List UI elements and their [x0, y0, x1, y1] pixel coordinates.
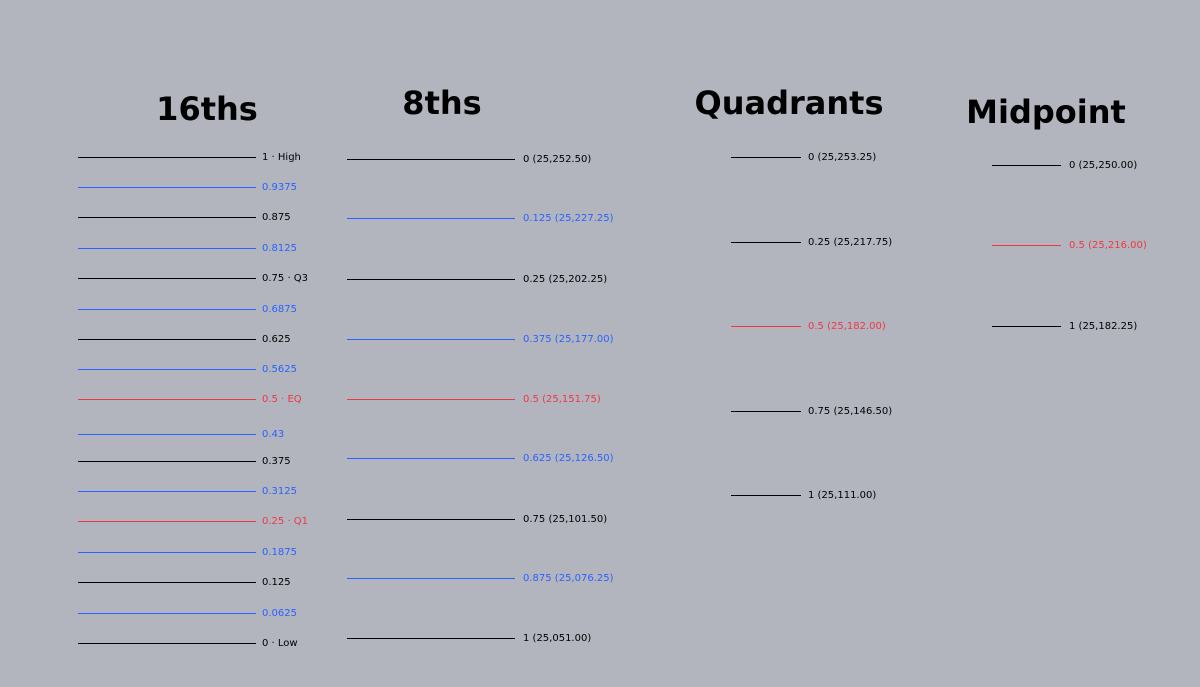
level-label: 0.1875: [262, 547, 297, 558]
level-label: 0.5 (25,151.75): [523, 394, 601, 405]
level-label: 0.75 (25,101.50): [523, 514, 608, 525]
title-8ths: 8ths: [402, 84, 482, 122]
level-label: 0.375 (25,177.00): [523, 334, 614, 345]
level-line: [78, 643, 256, 644]
level-label: 0.5625: [262, 364, 297, 375]
level-label: 0.75 · Q3: [262, 273, 309, 284]
level-label: 0 · Low: [262, 638, 298, 649]
level-label: 0.875: [262, 212, 291, 223]
level-line: [78, 434, 256, 435]
level-label: 0.5 · EQ: [262, 394, 302, 405]
level-line: [347, 458, 515, 459]
level-line: [78, 369, 256, 370]
level-line: [992, 165, 1061, 166]
level-line: [78, 339, 256, 340]
level-label: 0.625: [262, 334, 291, 345]
title-midpoint: Midpoint: [966, 93, 1126, 131]
level-line: [78, 278, 256, 279]
level-line: [78, 157, 256, 158]
level-line: [78, 491, 256, 492]
level-label: 0.25 (25,217.75): [808, 237, 893, 248]
level-label: 0.625 (25,126.50): [523, 453, 614, 464]
level-line: [992, 326, 1061, 327]
level-label: 0.25 (25,202.25): [523, 274, 608, 285]
level-line: [78, 552, 256, 553]
level-line: [78, 309, 256, 310]
level-label: 0.5 (25,182.00): [808, 321, 886, 332]
level-line: [731, 495, 801, 496]
level-label: 0.5 (25,216.00): [1069, 240, 1147, 251]
level-line: [731, 242, 801, 243]
level-line: [347, 399, 515, 400]
level-line: [347, 339, 515, 340]
level-line: [78, 399, 256, 400]
level-label: 0.125: [262, 577, 291, 588]
title-quadrants: Quadrants: [694, 84, 884, 122]
level-line: [347, 519, 515, 520]
level-line: [731, 157, 801, 158]
level-line: [78, 461, 256, 462]
level-label: 0.75 (25,146.50): [808, 406, 893, 417]
level-label: 0 (25,250.00): [1069, 160, 1138, 171]
level-label: 0.6875: [262, 304, 297, 315]
level-line: [347, 578, 515, 579]
level-label: 0.43: [262, 429, 285, 440]
level-line: [731, 326, 801, 327]
level-label: 1 (25,111.00): [808, 490, 877, 501]
level-label: 0.3125: [262, 486, 297, 497]
level-label: 1 · High: [262, 152, 301, 163]
level-line: [347, 159, 515, 160]
level-line: [347, 218, 515, 219]
level-label: 0 (25,252.50): [523, 154, 592, 165]
level-label: 0.9375: [262, 182, 297, 193]
level-label: 0.375: [262, 456, 291, 467]
level-label: 0 (25,253.25): [808, 152, 877, 163]
level-line: [78, 521, 256, 522]
level-line: [731, 411, 801, 412]
level-line: [347, 279, 515, 280]
level-label: 0.8125: [262, 243, 297, 254]
level-line: [347, 638, 515, 639]
level-line: [78, 582, 256, 583]
level-line: [78, 187, 256, 188]
level-line: [78, 217, 256, 218]
level-label: 0.0625: [262, 608, 297, 619]
level-label: 0.125 (25,227.25): [523, 213, 614, 224]
level-label: 0.25 · Q1: [262, 516, 309, 527]
level-label: 1 (25,051.00): [523, 633, 592, 644]
level-line: [992, 245, 1061, 246]
level-label: 0.875 (25,076.25): [523, 573, 614, 584]
level-label: 1 (25,182.25): [1069, 321, 1138, 332]
level-line: [78, 248, 256, 249]
title-16ths: 16ths: [156, 90, 258, 128]
level-line: [78, 613, 256, 614]
